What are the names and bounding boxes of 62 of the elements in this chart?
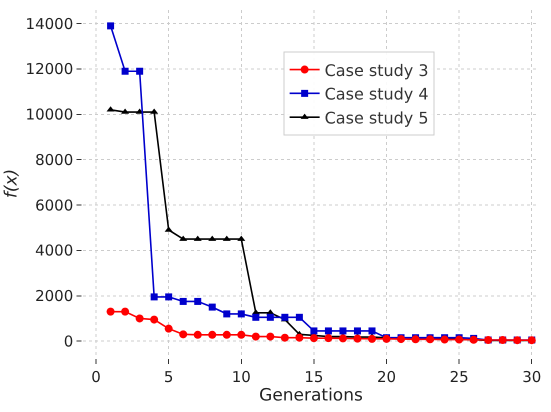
point	[194, 330, 202, 339]
point	[368, 327, 376, 334]
y-axis-title: f(x)	[2, 168, 22, 198]
point	[252, 314, 260, 321]
point	[150, 316, 158, 324]
point	[194, 298, 202, 305]
y-tick-label: 6000	[35, 196, 74, 214]
point	[368, 334, 376, 343]
y-tick-label: 8000	[35, 150, 74, 169]
x-tick-label: 10	[232, 368, 251, 386]
point	[310, 334, 318, 342]
x-tick-label: 0	[91, 368, 101, 386]
y-tick-label: 0	[64, 332, 74, 350]
point	[208, 304, 216, 311]
point	[164, 226, 173, 232]
point	[106, 106, 115, 112]
y-tick-label: 12000	[26, 60, 74, 78]
y-tick-label: 10000	[26, 106, 74, 124]
legend-label: Case study 5	[324, 108, 429, 128]
point	[223, 310, 230, 318]
point	[136, 314, 144, 322]
y-tick-label: 2000	[35, 287, 74, 306]
point	[121, 308, 130, 316]
point	[179, 330, 188, 338]
point	[150, 293, 158, 300]
point	[281, 314, 288, 321]
point	[339, 327, 346, 334]
point	[353, 334, 362, 343]
point	[354, 327, 361, 334]
point	[122, 68, 129, 75]
point	[266, 332, 274, 341]
x-axis-title: Generations	[259, 386, 363, 406]
point	[266, 314, 274, 321]
point	[136, 68, 144, 75]
x-tick-label: 15	[304, 368, 324, 386]
point	[237, 330, 246, 339]
point	[280, 334, 289, 342]
point	[208, 330, 216, 339]
point	[338, 334, 347, 342]
point	[107, 22, 114, 30]
point	[106, 308, 115, 316]
point	[455, 336, 464, 344]
x-tick-label: 5	[164, 368, 174, 386]
point	[310, 327, 318, 334]
point	[165, 293, 172, 300]
point	[180, 298, 187, 305]
x-tick-label: 20	[376, 368, 396, 386]
point	[252, 332, 260, 341]
legend-label: Case study 4	[324, 84, 429, 104]
y-tick-label: 14000	[26, 14, 74, 33]
legend-label: Case study 3	[324, 60, 429, 80]
point	[164, 324, 173, 333]
y-tick-label: 4000	[35, 242, 74, 260]
point	[238, 310, 245, 318]
point	[440, 336, 449, 344]
point	[296, 314, 303, 321]
point	[295, 334, 304, 342]
point	[324, 327, 332, 334]
x-tick-label: 30	[522, 368, 542, 386]
point	[222, 330, 231, 339]
x-tick-label: 25	[450, 368, 469, 386]
point	[324, 334, 332, 342]
